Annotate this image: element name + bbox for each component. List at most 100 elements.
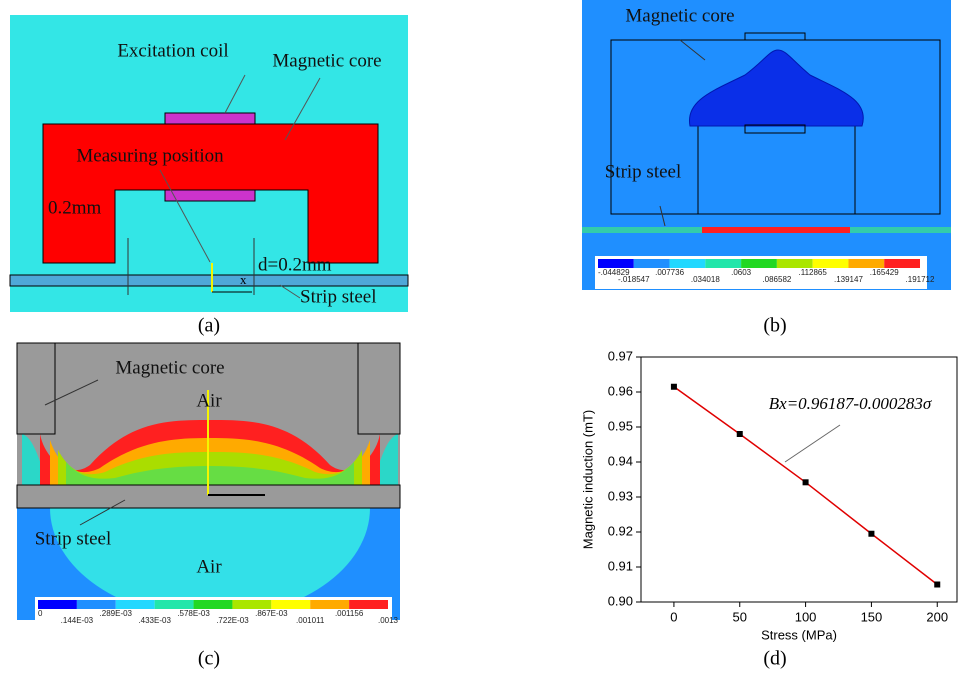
field-region — [50, 508, 370, 618]
colorbar-label: .007736 — [655, 268, 684, 277]
colorbar-swatch — [271, 600, 311, 609]
strip — [850, 227, 951, 233]
label: Strip steel — [300, 286, 377, 307]
colorbar-label: .578E-03 — [177, 609, 210, 618]
label: Strip steel — [605, 161, 682, 182]
panel-b: Magnetic core Strip steel (b) — [582, 0, 951, 337]
field-region — [66, 462, 354, 485]
y-tick-label: 0.93 — [608, 488, 633, 503]
coil — [164, 189, 256, 202]
label: d=0.2mm — [258, 254, 332, 275]
core — [42, 123, 379, 264]
label: Strip steel — [35, 528, 112, 549]
colorbar-label: -.018547 — [618, 275, 650, 284]
y-tick-label: 0.92 — [608, 523, 633, 538]
colorbar-swatch — [669, 259, 706, 268]
y-tick-label: 0.90 — [608, 593, 633, 608]
colorbar-swatch — [349, 600, 388, 609]
colorbar-swatch — [115, 600, 155, 609]
outline — [744, 32, 806, 41]
label: Magnetic core — [115, 357, 224, 378]
coil — [164, 112, 256, 125]
point — [736, 431, 743, 437]
colorbar-label: .433E-03 — [138, 616, 171, 625]
colorbar-swatch — [598, 259, 634, 268]
leader — [159, 169, 211, 263]
y-tick-label: 0.95 — [608, 418, 633, 433]
leader — [279, 284, 301, 299]
colorbar-swatch — [38, 600, 77, 609]
series-line — [673, 386, 938, 586]
colorbar-swatch — [310, 600, 350, 609]
strip — [582, 227, 951, 233]
colorbar-swatch — [848, 259, 885, 268]
field-region — [689, 49, 864, 127]
colorbar-label: .289E-03 — [100, 609, 133, 618]
panel-c: Magnetic core Air Strip steel Air (c) — [16, 342, 401, 670]
label: Magnetic core — [272, 50, 381, 71]
label: Air — [196, 556, 222, 577]
panel-label: (a) — [198, 315, 220, 337]
outline — [744, 124, 806, 134]
strip — [582, 227, 702, 233]
leader — [79, 499, 126, 526]
panel-a: Excitation coil Magnetic core Measuring … — [9, 15, 409, 337]
point — [670, 383, 677, 390]
colorbar-swatch — [884, 259, 920, 268]
x-tick-label: 200 — [926, 609, 948, 624]
plot-frame — [640, 356, 958, 603]
panel-label: (b) — [763, 315, 786, 337]
x-tick-label: 0 — [670, 609, 677, 624]
colorbar-swatch — [741, 259, 777, 268]
label: Measuring position — [76, 145, 224, 166]
colorbar-label: .165429 — [870, 268, 899, 277]
y-axis-title: Magnetic induction (mT) — [580, 410, 595, 549]
point — [868, 530, 875, 537]
colorbar-swatch — [193, 600, 233, 609]
colorbar-label: .086582 — [762, 275, 791, 284]
x-tick-label: 100 — [795, 609, 817, 624]
y-tick-label: 0.97 — [608, 348, 633, 363]
leader — [224, 74, 246, 114]
colorbar-label: .0603 — [731, 268, 752, 277]
colorbar-label: .0013 — [378, 616, 399, 625]
colorbar-label: .191712 — [906, 275, 935, 284]
colorbar-swatch — [154, 600, 194, 609]
colorbar-swatch — [705, 259, 742, 268]
leader — [284, 77, 321, 141]
y-tick-label: 0.91 — [608, 558, 633, 573]
colorbar-label: 0 — [38, 609, 43, 618]
x-tick-label: 150 — [861, 609, 883, 624]
point — [802, 479, 809, 486]
panel-d: (d) 0.90 0.91 0.92 0.93 0.94 0.95 0.96 0.97 0 50 1… — [580, 348, 958, 670]
colorbar-label: .034018 — [691, 275, 720, 284]
colorbar-label: .001011 — [296, 616, 325, 625]
background — [582, 0, 951, 290]
colorbar-label: .112865 — [799, 268, 828, 277]
colorbar-label: .144E-03 — [61, 616, 94, 625]
panel-label: (c) — [198, 648, 220, 670]
annotation-leader — [784, 424, 841, 463]
label: x — [240, 272, 247, 287]
label: Excitation coil — [117, 40, 228, 61]
label: Air — [196, 390, 222, 411]
leader — [679, 39, 706, 61]
leader — [44, 379, 99, 406]
x-tick-label: 50 — [733, 609, 747, 624]
colorbar-label: .001156 — [335, 609, 364, 618]
annotation: Bx=0.96187-0.000283σ — [769, 394, 932, 413]
leader — [659, 205, 666, 227]
colorbar-swatch — [76, 600, 116, 609]
core — [16, 342, 401, 435]
colorbar-swatch — [633, 259, 670, 268]
colorbar-swatch — [812, 259, 849, 268]
y-tick-label: 0.94 — [608, 453, 633, 468]
panel-label: (d) — [763, 648, 786, 670]
x-axis-title: Stress (MPa) — [761, 627, 837, 642]
colorbar-label: -.044829 — [598, 268, 630, 277]
colorbar-label: .867E-03 — [255, 609, 288, 618]
point — [934, 581, 941, 588]
colorbar-label: .139147 — [834, 275, 863, 284]
strip — [9, 274, 409, 287]
